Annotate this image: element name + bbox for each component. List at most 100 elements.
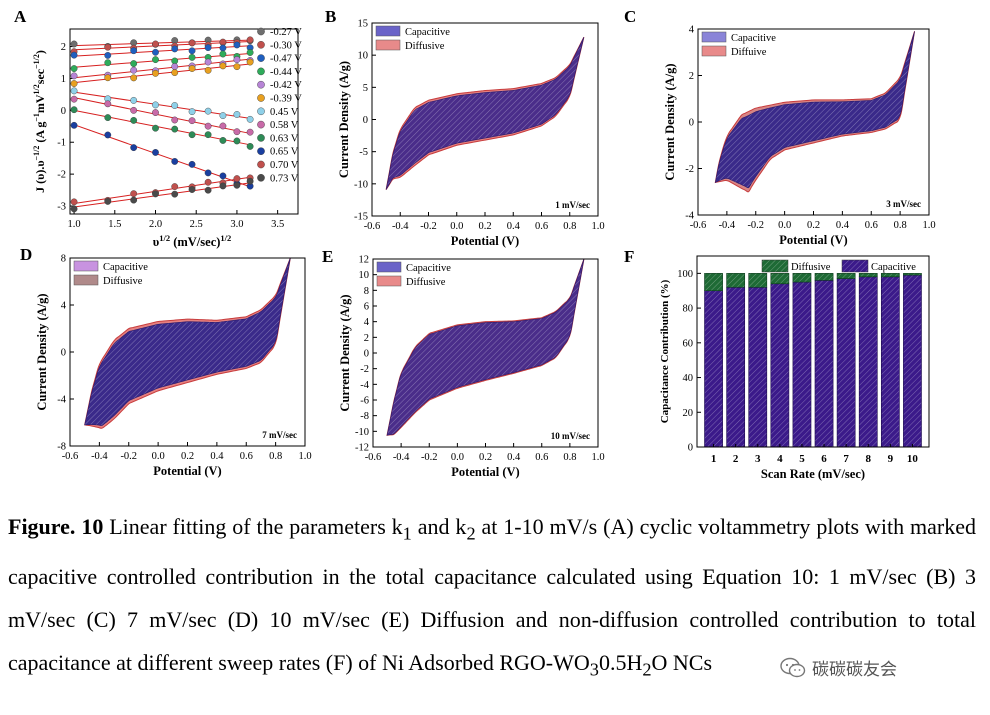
caption-text: Linear fitting of the parameters k (103, 514, 403, 539)
y-tick-label: -2 (57, 170, 66, 181)
data-point (219, 112, 227, 119)
legend-label: 0.45 V (270, 107, 299, 118)
x-tick-label: 1.0 (591, 452, 604, 463)
scan-rate-annotation: 1 mV/sec (555, 200, 590, 210)
panel-f: 1 2 3 4 5 6 7 8 9 10 F 0 20 40 60 80 100 Diffusive Capacit… (624, 247, 930, 481)
data-point (152, 149, 159, 156)
x-tick-label: 5 (799, 453, 805, 465)
data-point (204, 44, 212, 51)
data-point (219, 182, 227, 190)
data-point (171, 190, 179, 198)
x-tick-label: 0.6 (535, 452, 548, 463)
bar-diffusive (903, 273, 922, 276)
x-tick-label: -0.2 (420, 221, 437, 232)
y-tick-label: -10 (354, 179, 368, 190)
x-axis-label: Potential (V) (451, 234, 519, 248)
y-axis-label: Current Density (A/g) (337, 61, 351, 178)
data-point (130, 117, 138, 124)
data-point (104, 52, 112, 59)
data-point (233, 137, 241, 145)
x-tick-label: 0.2 (478, 221, 491, 232)
panel-d: D -0.6 -0.4 -0.2 0.0 0.2 0.4 0.6 0.8 1.0 -8 -4 0 4 8 Ca… (20, 245, 312, 478)
legend-marker (257, 41, 265, 49)
x-tick-label: -0.4 (719, 220, 736, 231)
x-tick-label: 6 (821, 453, 827, 465)
x-tick-label: 8 (865, 453, 871, 465)
data-point (188, 131, 196, 139)
data-point (246, 177, 254, 185)
legend-swatch (73, 260, 99, 272)
y-tick-label: 0 (688, 443, 693, 454)
y-tick-label: 6 (364, 302, 369, 313)
data-point (219, 137, 227, 144)
legend-label: Diffusive (103, 276, 143, 287)
x-axis-label: Potential (V) (451, 465, 519, 479)
data-point (219, 44, 227, 52)
x-tick-label: 4 (777, 453, 783, 465)
legend-marker (257, 67, 265, 76)
x-tick-label: -0.6 (365, 452, 382, 463)
data-point (152, 124, 159, 132)
data-point (70, 198, 78, 206)
data-point (70, 205, 78, 213)
data-point (152, 109, 159, 116)
scan-rate-annotation: 3 mV/sec (886, 199, 921, 209)
data-point (70, 65, 78, 72)
legend-label: -0.27 V (270, 27, 302, 38)
x-tick-label: -0.4 (393, 452, 410, 463)
x-tick-label: -0.2 (421, 452, 438, 463)
y-tick-label: 60 (683, 338, 694, 349)
x-tick-label: 3.0 (230, 219, 243, 230)
data-point (204, 178, 212, 186)
y-tick-label: 40 (683, 373, 694, 384)
y-tick-label: 4 (689, 25, 695, 36)
x-axis-label: Scan Rate (mV/sec) (761, 467, 865, 481)
panel-label-f: F (624, 247, 634, 266)
data-point (171, 69, 179, 76)
bar-diffusive (770, 273, 790, 285)
y-tick-label: 20 (683, 408, 694, 419)
legend-label: Capacitive (405, 27, 450, 38)
y-tick-label: 15 (358, 19, 369, 30)
y-tick-label: 8 (364, 286, 369, 297)
data-point (188, 117, 196, 125)
legend-label: Diffuive (731, 47, 767, 58)
x-tick-label: 1.0 (922, 220, 935, 231)
x-tick-label: -0.2 (747, 220, 764, 231)
legend-label: -0.39 V (270, 94, 302, 105)
x-tick-label: 2.5 (190, 219, 203, 230)
data-point (188, 160, 196, 168)
panel-label-d: D (20, 245, 32, 264)
data-point (171, 116, 179, 124)
data-point (104, 131, 112, 139)
legend-swatch (701, 31, 727, 43)
data-point (70, 87, 78, 95)
data-point (104, 198, 112, 205)
legend-marker (257, 160, 265, 169)
y-tick-label: -1 (57, 138, 66, 149)
x-tick-label: -0.6 (690, 220, 707, 231)
x-tick-label: 0.0 (152, 451, 165, 462)
x-tick-label: 0.6 (240, 451, 253, 462)
x-tick-label: 1.5 (108, 219, 121, 230)
legend-marker (257, 173, 265, 182)
caption-sub-1: 1 (402, 523, 412, 544)
data-point (204, 107, 212, 115)
y-axis-label: Capacitance Contribution (%) (659, 279, 671, 423)
legend-marker (257, 107, 265, 116)
bar-diffusive (880, 273, 900, 278)
data-point (152, 40, 159, 48)
data-point (104, 59, 112, 67)
x-tick-label: 0.4 (507, 221, 521, 232)
data-point (130, 74, 138, 82)
y-axis-label: Current Density (A/g) (338, 294, 352, 411)
data-point (130, 96, 138, 104)
x-tick-label: 1.0 (298, 451, 311, 462)
legend-swatch (701, 45, 727, 57)
panel-label-a: A (14, 7, 27, 26)
x-tick-label: 10 (907, 453, 919, 465)
legend-label: 0.58 V (270, 120, 299, 131)
y-tick-label: 4 (61, 301, 67, 312)
capacitive-region (385, 37, 585, 190)
